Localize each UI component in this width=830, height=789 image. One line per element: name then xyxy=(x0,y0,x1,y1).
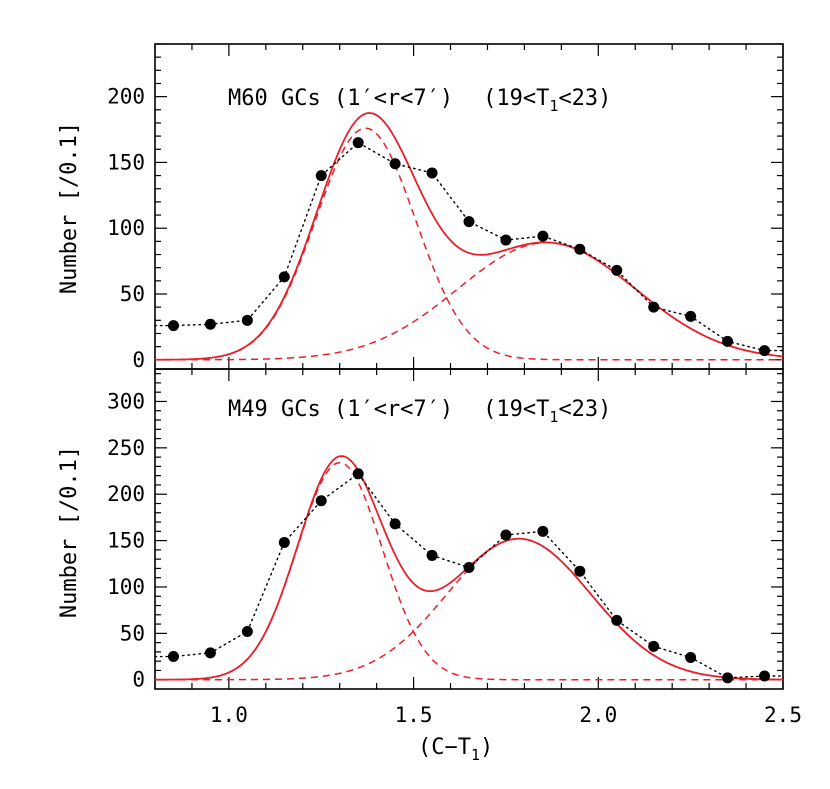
panel-title-mag-end-top: <23) xyxy=(558,86,611,111)
data-point xyxy=(204,318,216,330)
panel-title-bottom: M49 GCs (1′<r<7′) (19<T1<23) xyxy=(228,397,611,426)
y-tick-label: 200 xyxy=(107,85,145,109)
bimodal-fit-curve xyxy=(155,112,783,361)
panel-title-mag-sub-top: 1 xyxy=(549,97,558,115)
x-axis-label: (C−T1) xyxy=(418,735,493,764)
panel-title-main-top: M60 GCs (1′<r<7′) xyxy=(228,86,453,111)
points-bottom xyxy=(154,468,784,684)
data-point xyxy=(315,495,327,507)
y-tick-label: 0 xyxy=(132,348,145,372)
y-tick-label: 250 xyxy=(107,436,145,460)
panel-title-main-bottom: M49 GCs (1′<r<7′) xyxy=(228,397,453,422)
y-tick-label: 300 xyxy=(107,389,145,413)
data-point xyxy=(685,651,697,663)
panel-title-mag-sub-bottom: 1 xyxy=(549,408,558,426)
data-point xyxy=(389,158,401,170)
data-point xyxy=(537,525,549,537)
points-top xyxy=(154,137,784,357)
data-point xyxy=(352,137,364,149)
data-point xyxy=(389,518,401,530)
y-tick-label: 50 xyxy=(120,282,145,306)
panel-title-mag-bottom: (19<T xyxy=(483,397,549,422)
data-point xyxy=(278,271,290,283)
y-tick-label: 50 xyxy=(120,621,145,645)
gaussian-red-component xyxy=(155,241,783,361)
y-axis-label-bottom: Number [/0.1] xyxy=(57,446,82,618)
x-tick-label: 2.5 xyxy=(764,703,802,727)
ticks-bottom: 0 50 100 150 200 250 300 1.0 1.5 2.0 2.5 xyxy=(107,369,802,727)
panel-bottom: 0 50 100 150 200 250 300 1.0 1.5 2.0 2.5 M49 GCs (… xyxy=(57,368,802,764)
data-point xyxy=(352,468,364,480)
data-point xyxy=(463,216,475,228)
panel-title-mag-top: (19<T xyxy=(483,86,549,111)
x-axis-label-end: ) xyxy=(480,735,493,760)
x-tick-label: 1.0 xyxy=(210,703,248,727)
data-point xyxy=(463,561,475,573)
data-point xyxy=(574,243,586,255)
data-point xyxy=(500,529,512,541)
panel-title-mag-end-bottom: <23) xyxy=(558,397,611,422)
data-point xyxy=(426,167,438,179)
data-point xyxy=(611,264,623,276)
data-point xyxy=(722,672,734,684)
data-point xyxy=(722,335,734,347)
y-tick-label: 200 xyxy=(107,482,145,506)
data-point xyxy=(759,345,771,357)
data-point xyxy=(500,234,512,246)
data-point xyxy=(648,301,660,313)
data-point xyxy=(426,549,438,561)
plot-frame-bottom xyxy=(154,368,784,690)
panel-title-top: M60 GCs (1′<r<7′) (19<T1<23) xyxy=(228,86,611,115)
data-point xyxy=(537,230,549,242)
data-point xyxy=(278,536,290,548)
y-tick-label: 100 xyxy=(107,216,145,240)
observed-dotted-line xyxy=(154,472,784,679)
y-axis-label-top: Number [/0.1] xyxy=(57,122,82,294)
x-axis-label-sub: 1 xyxy=(471,746,480,764)
panel-top: 0 50 100 150 200 M60 GCs (1′<r<7′) (19<T1<23)… xyxy=(57,43,784,372)
curves-top xyxy=(155,112,783,361)
data-point xyxy=(167,320,179,332)
data-point xyxy=(167,651,179,663)
data-point xyxy=(315,170,327,182)
data-point xyxy=(574,565,586,577)
y-tick-label: 0 xyxy=(132,668,145,692)
gaussian-blue-component xyxy=(155,461,783,681)
data-point xyxy=(648,640,660,652)
y-tick-label: 150 xyxy=(107,150,145,174)
data-point xyxy=(241,314,253,326)
y-tick-label: 100 xyxy=(107,575,145,599)
data-point xyxy=(204,647,216,659)
data-point xyxy=(685,310,697,322)
ticks-top: 0 50 100 150 200 xyxy=(107,43,784,372)
x-axis-label-main: (C−T xyxy=(418,735,471,760)
data-point xyxy=(611,614,623,626)
x-tick-label: 2.0 xyxy=(579,703,617,727)
data-point xyxy=(241,625,253,637)
y-tick-label: 150 xyxy=(107,529,145,553)
x-tick-label: 1.5 xyxy=(395,703,433,727)
data-point xyxy=(759,670,771,682)
